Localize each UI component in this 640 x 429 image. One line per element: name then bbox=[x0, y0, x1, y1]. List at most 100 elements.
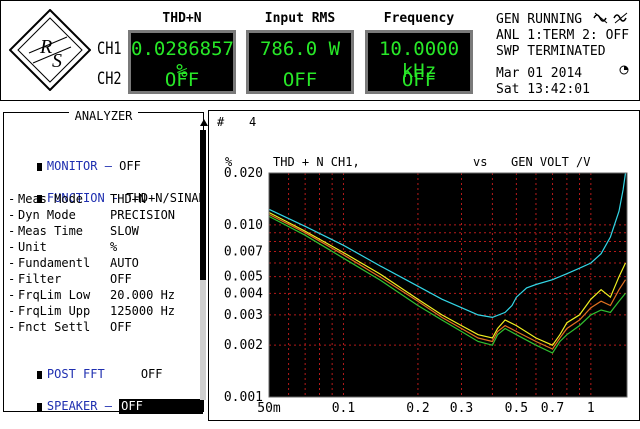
graph-panel: # 4 % THD + N CH1, vs GEN VOLT /V 0.020 0… bbox=[208, 110, 640, 421]
param-label: Unit bbox=[18, 240, 47, 254]
function-value: THD+N/SINAD bbox=[126, 191, 206, 205]
speaker-value[interactable]: OFF bbox=[119, 399, 204, 414]
sweep-status: SWP TERMINATED bbox=[496, 44, 606, 59]
param-value: OFF bbox=[110, 272, 132, 286]
function-label: FUNCTION bbox=[46, 191, 105, 205]
y-tick-label: 0.020 bbox=[224, 166, 263, 181]
param-row[interactable]: - Fundamentl AUTO bbox=[8, 256, 139, 270]
monitor-label: MONITOR bbox=[46, 159, 98, 173]
clock-indicator-icon bbox=[619, 65, 629, 75]
ch2-label: CH2 bbox=[97, 69, 122, 89]
series-line bbox=[268, 211, 627, 346]
param-label: Fundamentl bbox=[18, 256, 91, 270]
param-value: PRECISION bbox=[110, 208, 176, 222]
input-rms-meter[interactable]: 786.0 W OFF bbox=[246, 30, 354, 94]
y-tick-label: 0.007 bbox=[224, 244, 263, 259]
bullet-icon bbox=[36, 162, 42, 171]
param-row[interactable]: - Filter OFF bbox=[8, 272, 132, 286]
series-line bbox=[268, 172, 627, 319]
y-unit-label: % bbox=[225, 155, 233, 169]
svg-text:R: R bbox=[39, 36, 52, 58]
speaker-row[interactable]: SPEAKER — OFF bbox=[8, 384, 204, 429]
thdn-header: THD+N bbox=[162, 11, 202, 26]
frequency-ch2-value: OFF bbox=[401, 69, 437, 91]
x-axis-label: GEN VOLT /V bbox=[511, 155, 591, 169]
plot-border bbox=[268, 172, 628, 398]
x-tick-label: 0.7 bbox=[541, 401, 564, 416]
thdn-ch2-value: OFF bbox=[164, 69, 200, 91]
param-row[interactable]: - FrqLim Upp 125000 Hz bbox=[8, 304, 176, 318]
input-rms-header: Input RMS bbox=[264, 11, 336, 26]
scrollbar-thumb[interactable] bbox=[200, 130, 206, 280]
param-label: Fnct Settl bbox=[18, 320, 91, 334]
y-tick-label: 0.003 bbox=[224, 308, 263, 323]
x-tick-label: 50m bbox=[257, 401, 281, 416]
bullet-icon bbox=[36, 402, 42, 411]
param-row[interactable]: - Meas Mode THD+N bbox=[8, 192, 147, 206]
input-rms-ch2-value: OFF bbox=[282, 69, 318, 91]
analyzer-panel-title: ANALYZER bbox=[68, 109, 139, 123]
x-tick-label: 1 bbox=[587, 401, 595, 416]
param-label: Filter bbox=[18, 272, 62, 286]
status-bar: R S CH1 CH2 THD+N 0.0286857 % OFF Input … bbox=[0, 0, 640, 101]
series-line bbox=[268, 213, 627, 350]
x-tick-label: 0.1 bbox=[332, 401, 355, 416]
bullet-icon bbox=[36, 370, 42, 379]
frequency-ch1-value: 10.0000 kHz bbox=[378, 38, 460, 82]
param-value: THD+N bbox=[110, 192, 147, 206]
gen-status: GEN RUNNING bbox=[496, 12, 583, 27]
post-fft-row[interactable]: POST FFT OFF bbox=[8, 352, 163, 397]
graph-index-marker: # bbox=[217, 115, 225, 129]
trace-label: THD + N CH1, bbox=[273, 155, 360, 169]
input-rms-ch1-value: 786.0 W bbox=[259, 38, 341, 60]
frequency-meter[interactable]: 10.0000 kHz OFF bbox=[365, 30, 473, 94]
scroll-up-arrow-icon[interactable] bbox=[199, 118, 209, 128]
y-tick-label: 0.005 bbox=[224, 270, 263, 285]
y-tick-label: 0.010 bbox=[224, 218, 263, 233]
post-fft-value: OFF bbox=[140, 367, 163, 381]
y-tick-label: 0.001 bbox=[224, 390, 263, 405]
bullet-icon bbox=[36, 194, 42, 203]
time-display: Sat 13:42:01 bbox=[496, 82, 590, 97]
vs-label: vs bbox=[473, 155, 488, 169]
x-tick-label: 0.2 bbox=[406, 401, 429, 416]
param-value: OFF bbox=[110, 320, 132, 334]
post-fft-label: POST FFT bbox=[46, 367, 105, 381]
param-label: Meas Mode bbox=[18, 192, 84, 206]
monitor-row[interactable]: MONITOR — OFF bbox=[8, 144, 141, 189]
param-label: FrqLim Upp bbox=[18, 304, 91, 318]
param-value: AUTO bbox=[110, 256, 139, 270]
param-row[interactable]: - FrqLim Low 20.000 Hz bbox=[8, 288, 176, 302]
frequency-header: Frequency bbox=[383, 11, 455, 26]
speaker-label: SPEAKER bbox=[46, 399, 98, 413]
x-tick-label: 0.3 bbox=[450, 401, 473, 416]
param-row[interactable]: - Meas Time SLOW bbox=[8, 224, 139, 238]
series-line bbox=[268, 215, 626, 354]
graph-index-number: 4 bbox=[249, 115, 257, 129]
analyzer-icon bbox=[613, 12, 628, 24]
analyzer-panel: ANALYZER MONITOR — OFF FUNCTION - THD+N/… bbox=[3, 109, 206, 414]
param-label: FrqLim Low bbox=[18, 288, 91, 302]
function-row[interactable]: FUNCTION - THD+N/SINAD bbox=[8, 176, 206, 221]
thdn-ch1-value: 0.0286857 % bbox=[131, 38, 234, 82]
param-row[interactable]: - Dyn Mode PRECISION bbox=[8, 208, 176, 222]
ch1-label: CH1 bbox=[97, 39, 122, 59]
param-value: 125000 Hz bbox=[110, 304, 176, 318]
thdn-meter[interactable]: 0.0286857 % OFF bbox=[128, 30, 236, 94]
y-tick-label: 0.004 bbox=[224, 286, 263, 301]
date-display: Mar 01 2014 bbox=[496, 66, 583, 81]
x-tick-label: 0.5 bbox=[505, 401, 528, 416]
rs-logo-icon: R S bbox=[8, 8, 92, 92]
param-value: 20.000 Hz bbox=[110, 288, 176, 302]
param-row[interactable]: - Fnct Settl OFF bbox=[8, 320, 132, 334]
plot-area bbox=[269, 173, 627, 397]
y-tick-label: 0.002 bbox=[224, 338, 263, 353]
anl-status: ANL 1:TERM 2: OFF bbox=[496, 28, 630, 43]
param-label: Dyn Mode bbox=[18, 208, 76, 222]
param-row[interactable]: - Unit% bbox=[8, 240, 118, 254]
analyzer-scrollbar[interactable] bbox=[200, 130, 206, 400]
monitor-value: OFF bbox=[119, 159, 141, 173]
generator-icon bbox=[593, 12, 608, 24]
param-value: SLOW bbox=[110, 224, 139, 238]
